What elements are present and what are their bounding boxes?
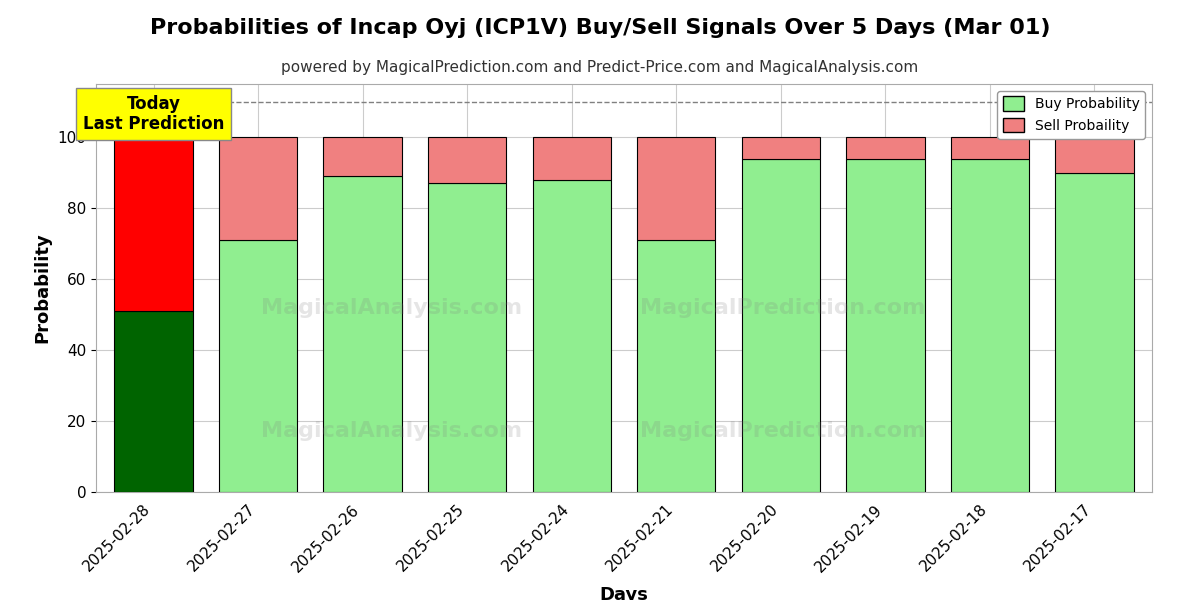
Bar (846, 158, 924, 492)
Bar (533, 180, 611, 492)
Y-axis label: Probability: Probability (34, 233, 52, 343)
Text: MagicalAnalysis.com: MagicalAnalysis.com (262, 298, 522, 319)
Bar (950, 158, 1030, 492)
Text: MagicalAnalysis.com: MagicalAnalysis.com (262, 421, 522, 441)
Bar (1055, 173, 1134, 492)
Bar (637, 137, 715, 240)
Bar (950, 137, 1030, 158)
Bar (428, 137, 506, 184)
Bar (637, 240, 715, 492)
Text: Probabilities of Incap Oyj (ICP1V) Buy/Sell Signals Over 5 Days (Mar 01): Probabilities of Incap Oyj (ICP1V) Buy/S… (150, 18, 1050, 38)
Text: Today
Last Prediction: Today Last Prediction (83, 95, 224, 133)
Bar (114, 137, 193, 311)
X-axis label: Days: Days (600, 586, 648, 600)
Bar (1055, 137, 1134, 173)
Bar (324, 137, 402, 176)
Text: MagicalPrediction.com: MagicalPrediction.com (640, 421, 925, 441)
Text: MagicalPrediction.com: MagicalPrediction.com (640, 298, 925, 319)
Bar (114, 311, 193, 492)
Bar (218, 137, 298, 240)
Legend: Buy Probability, Sell Probaility: Buy Probability, Sell Probaility (997, 91, 1145, 139)
Bar (742, 137, 820, 158)
Bar (218, 240, 298, 492)
Bar (846, 137, 924, 158)
Bar (324, 176, 402, 492)
Text: powered by MagicalPrediction.com and Predict-Price.com and MagicalAnalysis.com: powered by MagicalPrediction.com and Pre… (281, 60, 919, 75)
Bar (533, 137, 611, 180)
Bar (742, 158, 820, 492)
Bar (428, 184, 506, 492)
